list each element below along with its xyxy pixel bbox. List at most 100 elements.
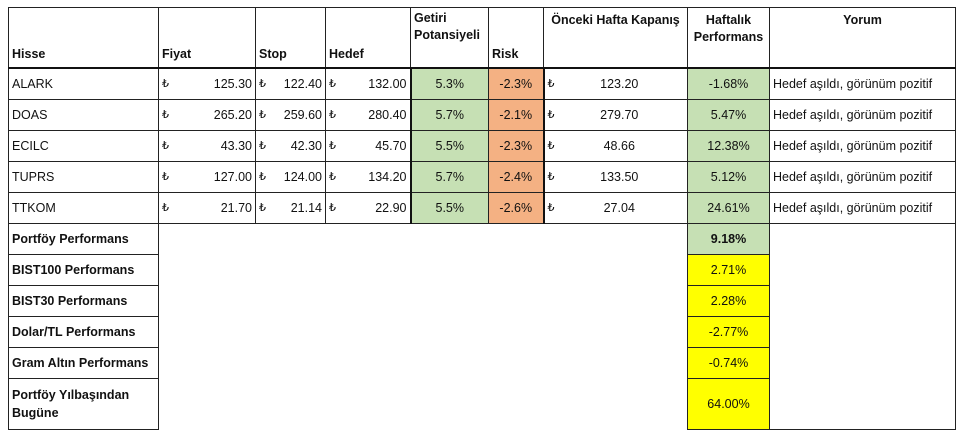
haftalik-cell: -1.68% <box>687 67 770 100</box>
risk-cell: -2.1% <box>488 99 545 131</box>
header-haftalik: Haftalık Performans <box>687 7 770 69</box>
currency-symbol: ₺ <box>162 202 169 214</box>
table-row: TUPRS ₺ 127.00 ₺ 124.00 ₺ 134.20 5.7% -2.4%… <box>8 161 956 193</box>
stop-cell: ₺ 259.60 <box>255 99 326 131</box>
table-row: DOAS ₺ 265.20 ₺ 259.60 ₺ 280.40 5.7% -2.1% … <box>8 99 956 131</box>
summary-value: 9.18% <box>687 223 770 255</box>
currency-symbol: ₺ <box>329 109 336 121</box>
currency-symbol: ₺ <box>547 109 555 121</box>
hedef-cell: ₺ 45.70 <box>325 130 411 162</box>
currency-symbol: ₺ <box>329 202 336 214</box>
stop-cell: ₺ 124.00 <box>255 161 326 193</box>
summary-value: 2.71% <box>687 254 770 286</box>
summary-row: BIST100 Performans 2.71% <box>8 254 956 286</box>
currency-symbol: ₺ <box>259 202 266 214</box>
header-getiri: Getiri Potansiyeli <box>410 7 489 69</box>
header-hisse: Hisse <box>8 7 159 69</box>
summary-row: Dolar/TL Performans -2.77% <box>8 316 956 348</box>
header-risk: Risk <box>488 7 544 69</box>
currency-symbol: ₺ <box>162 171 169 183</box>
currency-symbol: ₺ <box>547 202 555 214</box>
haftalik-cell: 12.38% <box>687 130 770 162</box>
summary-label: Dolar/TL Performans <box>8 316 159 348</box>
summary-blank <box>159 224 688 255</box>
summary-blank <box>159 379 688 430</box>
currency-symbol: ₺ <box>329 78 336 90</box>
getiri-cell: 5.5% <box>409 130 489 162</box>
table-row: ECILC ₺ 43.30 ₺ 42.30 ₺ 45.70 5.5% -2.3% ₺ 4… <box>8 130 956 162</box>
summary-empty <box>769 378 956 430</box>
fiyat-cell: ₺ 265.20 <box>158 99 256 131</box>
risk-cell: -2.6% <box>488 192 545 224</box>
header-stop: Stop <box>255 7 326 69</box>
haftalik-cell: 5.12% <box>687 161 770 193</box>
onceki-cell: ₺ 279.70 <box>543 99 688 131</box>
summary-label: BIST100 Performans <box>8 254 159 286</box>
risk-cell: -2.3% <box>488 130 545 162</box>
stop-cell: ₺ 21.14 <box>255 192 326 224</box>
summary-value: -0.74% <box>687 347 770 379</box>
onceki-cell: ₺ 133.50 <box>543 161 688 193</box>
hisse-cell: TTKOM <box>8 192 159 224</box>
onceki-cell: ₺ 48.66 <box>543 130 688 162</box>
yorum-cell: Hedef aşıldı, görünüm pozitif <box>769 161 956 193</box>
header-onceki: Önceki Hafta Kapanış <box>543 7 688 69</box>
summary-row: Portföy Performans 9.18% <box>8 223 956 255</box>
currency-symbol: ₺ <box>259 78 266 90</box>
currency-symbol: ₺ <box>547 140 555 152</box>
summary-label: Gram Altın Performans <box>8 347 159 379</box>
hedef-cell: ₺ 280.40 <box>325 99 411 131</box>
currency-symbol: ₺ <box>162 140 169 152</box>
summary-empty <box>769 316 956 348</box>
yorum-cell: Hedef aşıldı, görünüm pozitif <box>769 130 956 162</box>
header-fiyat: Fiyat <box>158 7 256 69</box>
yorum-cell: Hedef aşıldı, görünüm pozitif <box>769 99 956 131</box>
fiyat-cell: ₺ 127.00 <box>158 161 256 193</box>
hisse-cell: TUPRS <box>8 161 159 193</box>
summary-blank <box>159 348 688 379</box>
fiyat-cell: ₺ 21.70 <box>158 192 256 224</box>
summary-row: Portföy Yılbaşından Bugüne 64.00% <box>8 378 956 430</box>
summary-value: 64.00% <box>687 378 770 430</box>
hisse-cell: ECILC <box>8 130 159 162</box>
stop-cell: ₺ 42.30 <box>255 130 326 162</box>
summary-empty <box>769 285 956 317</box>
risk-cell: -2.4% <box>488 161 545 193</box>
yorum-cell: Hedef aşıldı, görünüm pozitif <box>769 192 956 224</box>
summary-empty <box>769 347 956 379</box>
hisse-cell: DOAS <box>8 99 159 131</box>
getiri-cell: 5.7% <box>409 99 489 131</box>
summary-label: BIST30 Performans <box>8 285 159 317</box>
onceki-cell: ₺ 27.04 <box>543 192 688 224</box>
table-row: ALARK ₺ 125.30 ₺ 122.40 ₺ 132.00 5.3% -2.3%… <box>8 67 956 100</box>
hedef-cell: ₺ 22.90 <box>325 192 411 224</box>
header-yorum: Yorum <box>769 7 956 69</box>
summary-blank <box>159 255 688 286</box>
summary-blank <box>159 317 688 348</box>
risk-cell: -2.3% <box>488 67 545 100</box>
table-row: TTKOM ₺ 21.70 ₺ 21.14 ₺ 22.90 5.5% -2.6% ₺ 2… <box>8 192 956 224</box>
summary-blank <box>159 286 688 317</box>
haftalik-cell: 24.61% <box>687 192 770 224</box>
onceki-cell: ₺ 123.20 <box>543 67 688 100</box>
summary-label: Portföy Yılbaşından Bugüne <box>8 378 159 430</box>
summary-label: Portföy Performans <box>8 223 159 255</box>
currency-symbol: ₺ <box>547 78 555 90</box>
currency-symbol: ₺ <box>329 140 336 152</box>
summary-value: -2.77% <box>687 316 770 348</box>
summary-row: BIST30 Performans 2.28% <box>8 285 956 317</box>
summary-row: Gram Altın Performans -0.74% <box>8 347 956 379</box>
currency-symbol: ₺ <box>329 171 336 183</box>
summary-value: 2.28% <box>687 285 770 317</box>
getiri-cell: 5.5% <box>409 192 489 224</box>
haftalik-cell: 5.47% <box>687 99 770 131</box>
hisse-cell: ALARK <box>8 67 159 100</box>
currency-symbol: ₺ <box>547 171 555 183</box>
portfolio-table: Hisse Fiyat Stop Hedef Getiri Potansiyel… <box>8 7 956 430</box>
summary-empty <box>769 223 956 255</box>
getiri-cell: 5.3% <box>409 67 489 100</box>
getiri-cell: 5.7% <box>409 161 489 193</box>
yorum-cell: Hedef aşıldı, görünüm pozitif <box>769 67 956 100</box>
header-hedef: Hedef <box>325 7 411 69</box>
currency-symbol: ₺ <box>162 78 169 90</box>
